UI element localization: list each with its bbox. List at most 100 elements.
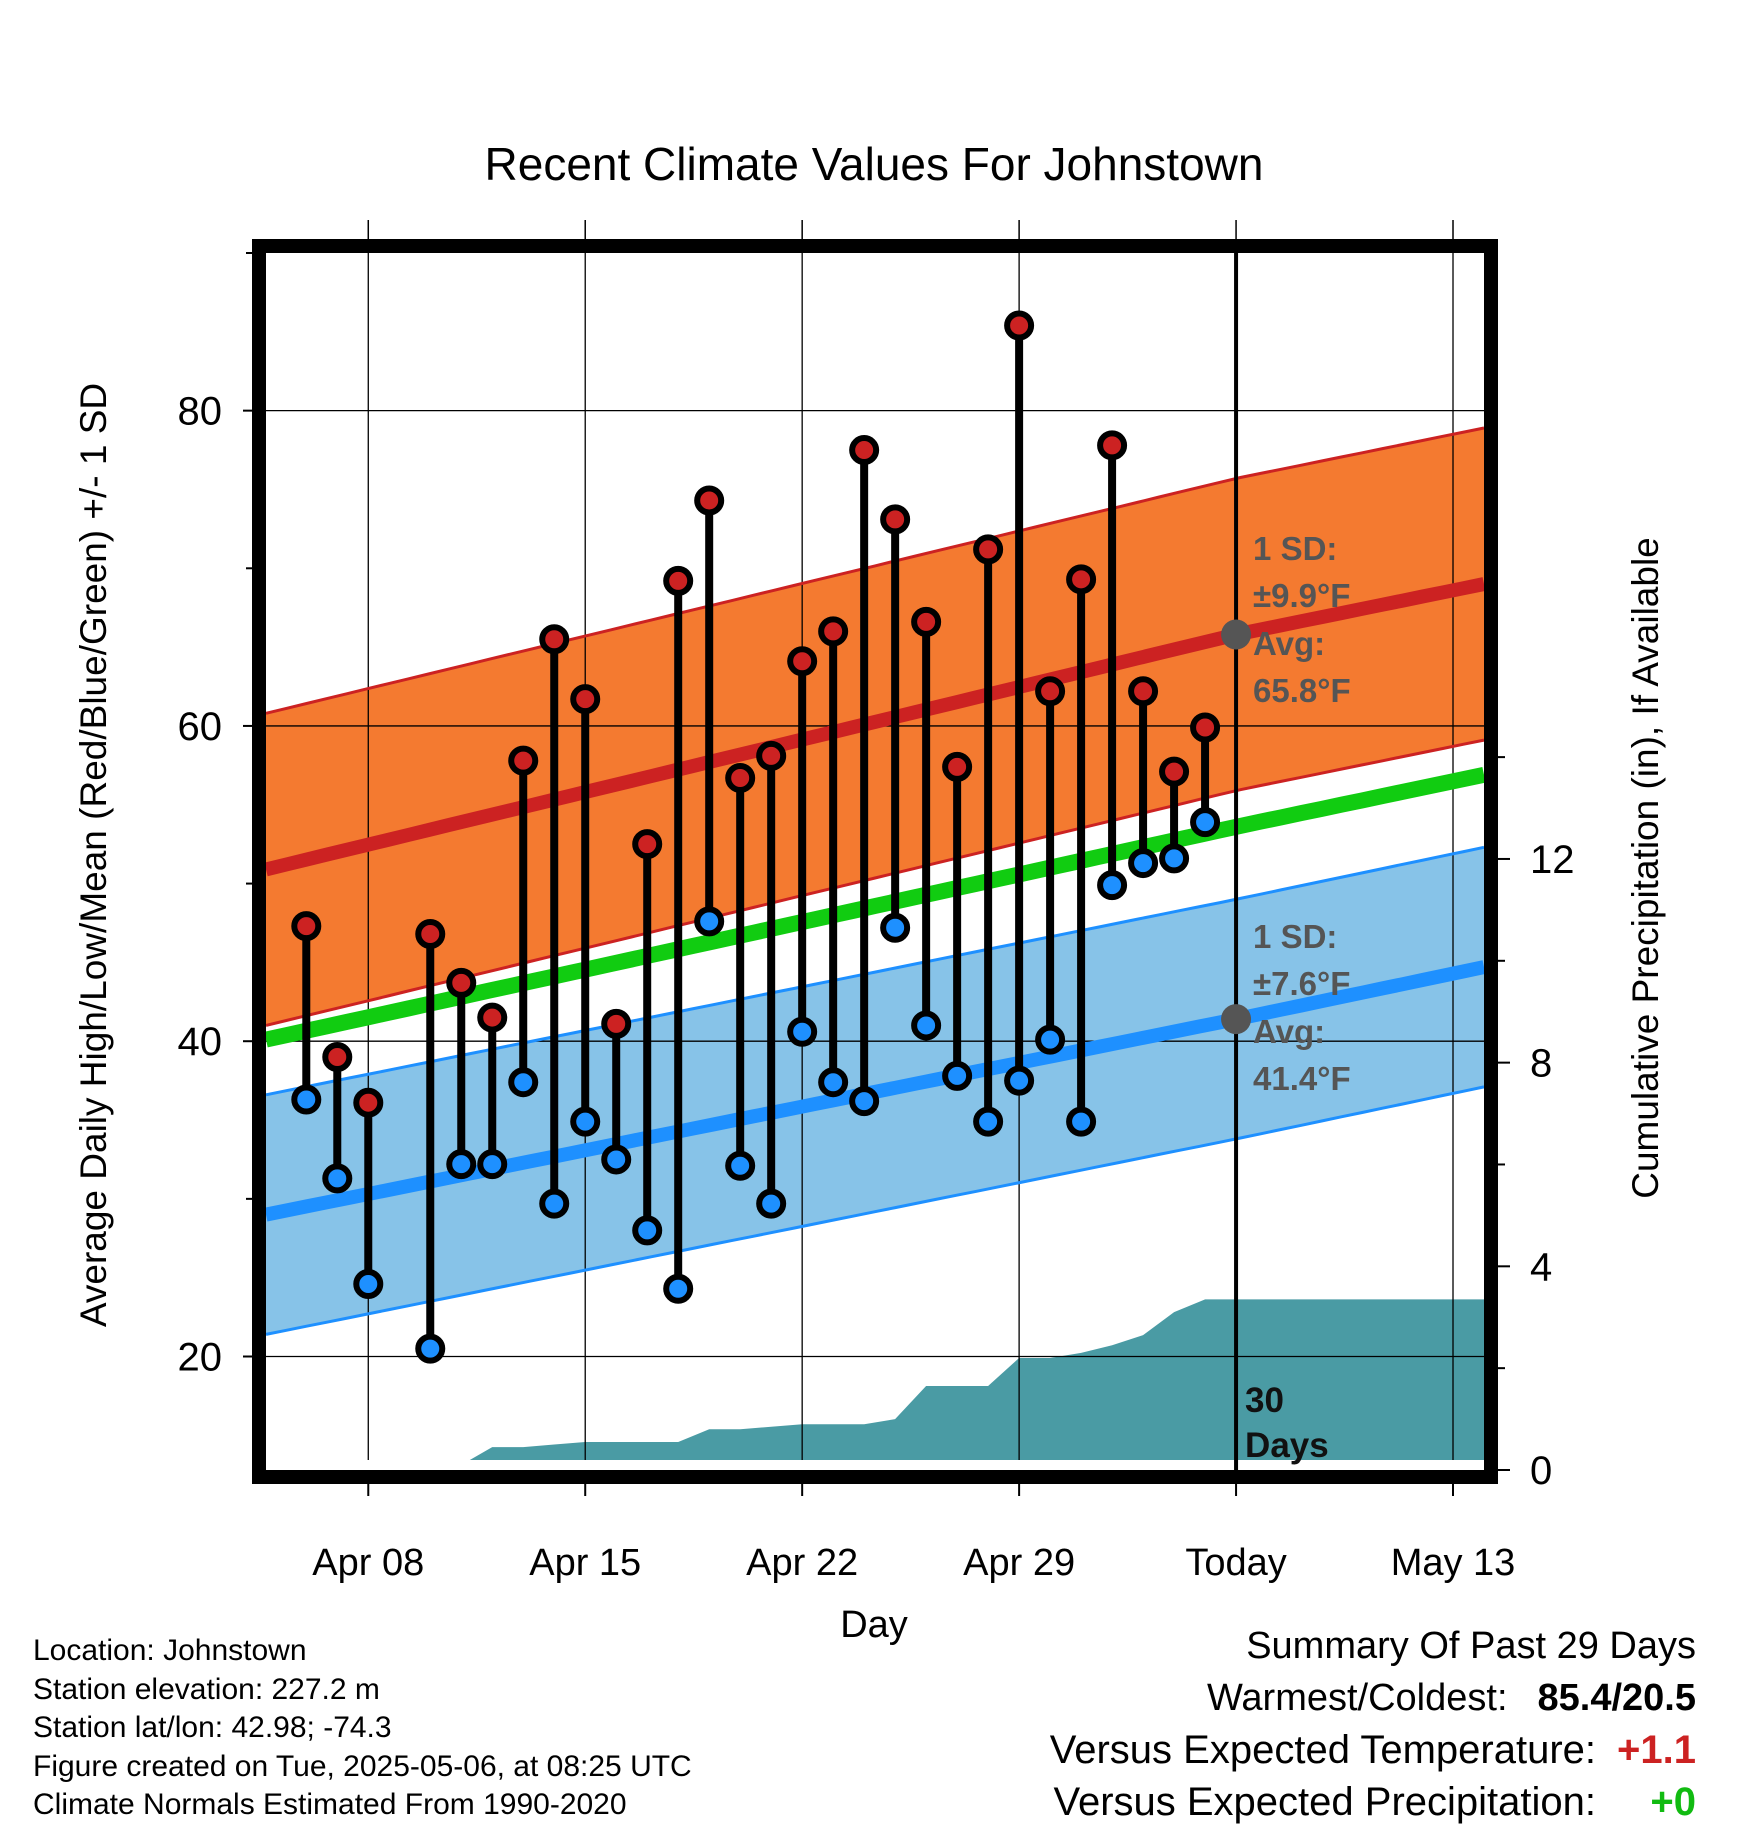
daily-high-marker — [911, 606, 942, 637]
cumulative-precip-area — [469, 1299, 1484, 1460]
daily-high-marker — [756, 740, 787, 771]
daily-low-marker — [632, 1215, 663, 1246]
daily-high-marker — [601, 1008, 632, 1039]
created-text: Figure created on Tue, 2025-05-06, at 08… — [33, 1749, 692, 1783]
station-info: Location: Johnstown Station elevation: 2… — [33, 1632, 692, 1825]
latlon-text: Station lat/lon: 42.98; -74.3 — [33, 1711, 392, 1744]
y-right-tick-label: 4 — [1530, 1245, 1552, 1289]
daily-high-marker — [663, 565, 694, 596]
daily-low-marker — [942, 1060, 973, 1091]
daily-low-marker — [1004, 1065, 1035, 1096]
summary-panel: Summary Of Past 29 Days Warmest/Coldest:… — [1050, 1620, 1696, 1828]
daily-high-marker — [880, 504, 911, 535]
x-tick-label: Apr 22 — [746, 1542, 858, 1584]
x-tick-label: Today — [1185, 1542, 1286, 1584]
y-left-tick-label: 40 — [178, 1020, 223, 1064]
low-sd-annotation: 1 SD: — [1253, 918, 1337, 955]
daily-high-marker — [539, 624, 570, 655]
daily-high-marker — [353, 1087, 384, 1118]
low-sd-value-annotation: ±7.6°F — [1253, 965, 1350, 1002]
daily-high-marker — [973, 534, 1004, 565]
daily-low-marker — [1035, 1024, 1066, 1055]
daily-low-marker — [911, 1010, 942, 1041]
today-high-avg-marker — [1221, 619, 1252, 650]
daily-low-marker — [477, 1149, 508, 1180]
daily-low-marker — [508, 1067, 539, 1098]
daily-high-marker — [818, 616, 849, 647]
daily-low-marker — [1190, 807, 1221, 838]
plot-frame — [252, 239, 1498, 1484]
high-sd-annotation: 1 SD: — [1253, 530, 1337, 567]
daily-low-marker — [725, 1150, 756, 1181]
x-tick-label: Apr 29 — [963, 1542, 1075, 1584]
y-axis-left-label: Average Daily High/Low/Mean (Red/Blue/Gr… — [73, 383, 114, 1327]
daily-low-marker — [849, 1086, 880, 1117]
daily-low-marker — [1097, 870, 1128, 901]
daily-low-marker — [353, 1268, 384, 1299]
today-low-avg-marker — [1221, 1004, 1252, 1035]
daily-low-marker — [694, 906, 725, 937]
low-sd-lower-line — [265, 1085, 1485, 1336]
daily-high-marker — [725, 762, 756, 793]
precip-versus-value: +0 — [1650, 1780, 1696, 1824]
daily-low-marker — [756, 1188, 787, 1219]
daily-low-marker — [539, 1188, 570, 1219]
y-left-tick-label: 20 — [178, 1335, 223, 1379]
daily-high-marker — [446, 967, 477, 998]
daily-high-marker — [942, 751, 973, 782]
daily-high-marker — [291, 911, 322, 942]
location-text: Location: Johnstown — [33, 1634, 307, 1667]
daily-high-marker — [1159, 756, 1190, 787]
y-left-tick-label: 80 — [178, 390, 223, 434]
warmest-coldest-label: Warmest/Coldest: — [1206, 1677, 1508, 1719]
daily-low-marker — [570, 1106, 601, 1137]
daily-low-marker — [1128, 848, 1159, 879]
x-tick-label: Apr 15 — [529, 1542, 641, 1584]
high-sd-upper-line — [265, 426, 1485, 715]
temp-versus-row: Versus Expected Temperature: +1.1 — [1050, 1724, 1696, 1776]
daily-low-marker — [322, 1163, 353, 1194]
y-right-tick-label: 8 — [1530, 1042, 1552, 1086]
daily-high-marker — [1066, 564, 1097, 595]
x-tick-label: May 13 — [1391, 1542, 1516, 1584]
today-days-label: 30 Days — [1245, 1381, 1329, 1465]
y-right-tick-label: 12 — [1530, 838, 1575, 882]
low-sd-upper-line — [265, 845, 1485, 1097]
temp-versus-label: Versus Expected Temperature: — [1049, 1728, 1596, 1772]
daily-low-marker — [601, 1144, 632, 1175]
normal-high-line — [265, 577, 1485, 877]
daily-high-marker — [1035, 676, 1066, 707]
daily-low-marker — [1066, 1106, 1097, 1137]
daily-high-marker — [322, 1041, 353, 1072]
daily-high-marker — [1004, 310, 1035, 341]
y-left-tick-label: 60 — [178, 705, 223, 749]
daily-low-marker — [973, 1106, 1004, 1137]
elevation-text: Station elevation: 227.2 m — [33, 1672, 380, 1706]
x-tick-label: Apr 08 — [312, 1542, 424, 1584]
low-avg-value-annotation: 41.4°F — [1253, 1060, 1351, 1097]
warmest-coldest-value: 85.4/20.5 — [1537, 1677, 1696, 1719]
daily-high-marker — [1128, 676, 1159, 707]
temp-versus-value: +1.1 — [1617, 1728, 1696, 1772]
y-right-tick-label: 0 — [1530, 1449, 1552, 1493]
daily-low-marker — [787, 1016, 818, 1047]
chart-title: Recent Climate Values For Johnstown — [485, 138, 1264, 190]
x-axis-label: Day — [840, 1604, 908, 1646]
daily-low-marker — [291, 1084, 322, 1115]
daily-high-marker — [415, 919, 446, 950]
low-avg-annotation: Avg: — [1253, 1013, 1325, 1050]
daily-high-marker — [849, 435, 880, 466]
daily-low-marker — [415, 1333, 446, 1364]
daily-high-marker — [570, 684, 601, 715]
daily-high-marker — [787, 646, 818, 677]
daily-high-marker — [694, 485, 725, 516]
high-sd-value-annotation: ±9.9°F — [1253, 577, 1350, 614]
precip-versus-row: Versus Expected Precipitation: +0 — [1050, 1776, 1696, 1828]
warmest-coldest-row: Warmest/Coldest: 85.4/20.5 — [1050, 1672, 1696, 1724]
high-avg-value-annotation: 65.8°F — [1253, 672, 1351, 709]
daily-low-marker — [663, 1273, 694, 1304]
daily-low-marker — [446, 1149, 477, 1180]
daily-high-marker — [1097, 430, 1128, 461]
daily-high-marker — [477, 1002, 508, 1033]
